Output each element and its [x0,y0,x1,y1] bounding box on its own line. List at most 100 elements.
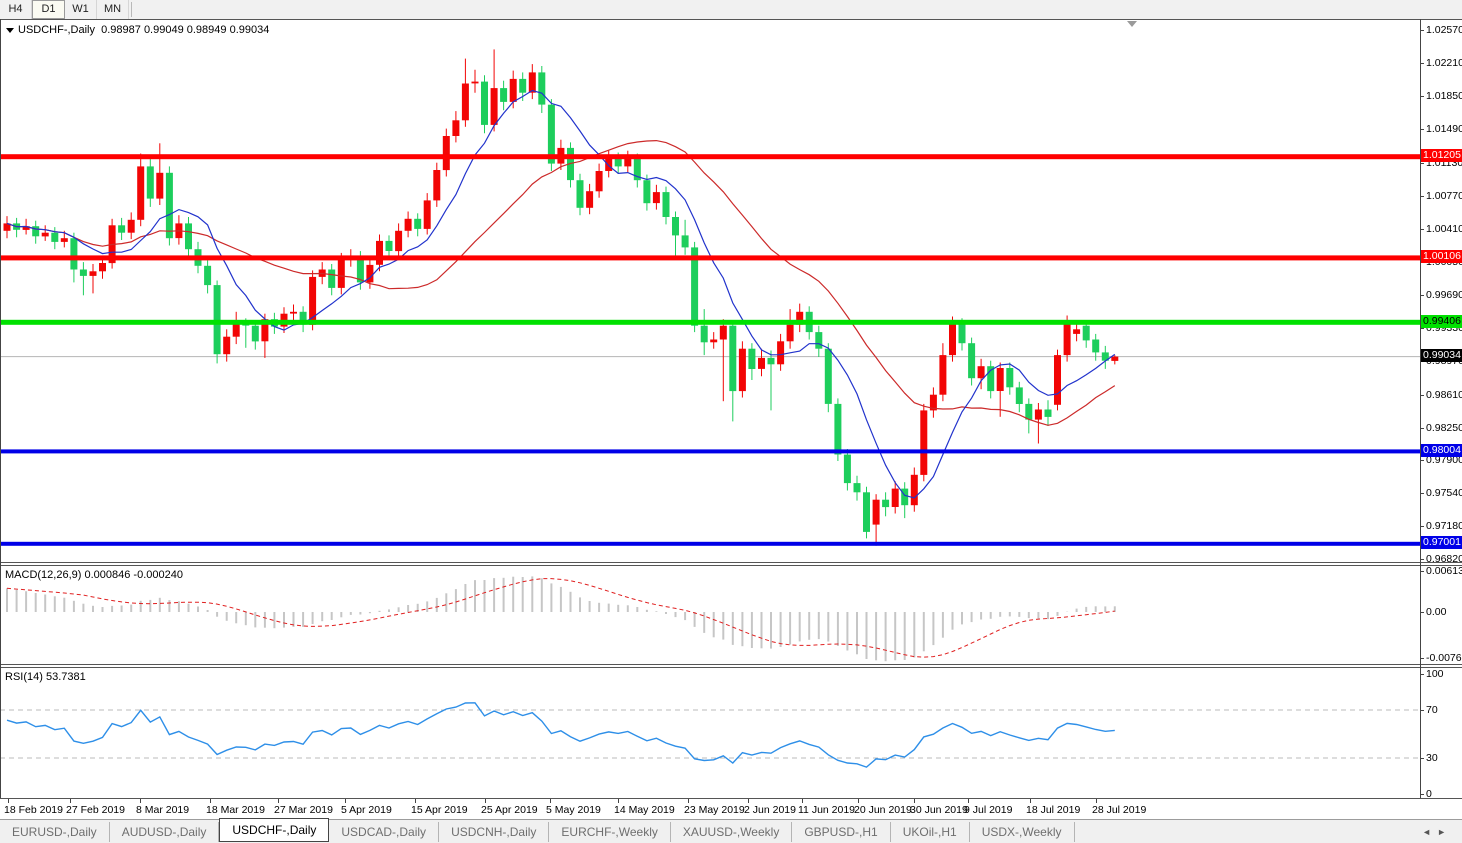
price-tick-label: 0.96820 [1426,553,1462,565]
price-tick-label: 0.97180 [1426,520,1462,532]
macd-axis-label: -0.007612 [1426,652,1462,664]
axis-tick [1420,30,1424,31]
axis-tick [1420,428,1424,429]
chart-tab-audusd-daily[interactable]: AUDUSD-,Daily [110,821,220,842]
horizontal-level-line[interactable] [0,541,1420,546]
date-tick [70,799,71,803]
date-label: 18 Feb 2019 [4,804,63,816]
price-tick-label: 1.02210 [1426,57,1462,69]
date-axis[interactable] [0,798,1462,820]
price-tick-label: 1.00770 [1426,190,1462,202]
date-tick [345,799,346,803]
chart-tab-usdcnh-daily[interactable]: USDCNH-,Daily [439,821,550,842]
axis-tick [1420,395,1424,396]
chart-tab-ukoil-h1[interactable]: UKOil-,H1 [891,821,970,842]
date-label: 18 Jul 2019 [1026,804,1081,816]
chart-title: USDCHF-,Daily 0.98987 0.99049 0.98949 0.… [6,24,269,36]
macd-canvas[interactable] [0,566,1420,664]
date-label: 23 May 2019 [684,804,745,816]
price-tick-label: 0.97900 [1426,454,1462,466]
macd-axis-label: 0.00 [1426,606,1447,618]
rsi-indicator-panel[interactable] [0,668,1420,798]
date-label: 27 Mar 2019 [274,804,333,816]
main-price-chart[interactable] [0,20,1420,562]
chart-tab-usdx-weekly[interactable]: USDX-,Weekly [970,821,1075,842]
macd-axis-label: 0.00613 [1426,565,1462,577]
axis-tick [1420,96,1424,97]
axis-tick [1420,63,1424,64]
axis-tick [1420,710,1424,711]
date-label: 15 Apr 2019 [411,804,468,816]
price-tick-label: 0.97540 [1426,487,1462,499]
chart-symbol-label: USDCHF-,Daily [18,24,95,36]
timeframe-button-d1[interactable]: D1 [32,0,65,19]
date-label: 18 Mar 2019 [206,804,265,816]
horizontal-level-line[interactable] [0,154,1420,160]
axis-tick [1420,229,1424,230]
date-label: 25 Apr 2019 [481,804,538,816]
horizontal-level-line[interactable] [0,449,1420,454]
axis-tick [1420,295,1424,296]
horizontal-level-line[interactable] [0,319,1420,325]
date-tick [1030,799,1031,803]
price-tick-label: 0.98610 [1426,389,1462,401]
date-tick [1096,799,1097,803]
timeframe-toolbar: H4 D1 W1 MN [0,0,1462,20]
date-tick [968,799,969,803]
date-tick [415,799,416,803]
ma-slow-line [6,139,1116,426]
chart-tab-eurusd-daily[interactable]: EURUSD-,Daily [0,821,110,842]
date-tick [914,799,915,803]
price-level-badge: 0.97001 [1421,536,1462,549]
chart-tab-usdcad-daily[interactable]: USDCAD-,Daily [329,821,440,842]
tab-scroll-left-icon[interactable]: ◄ [1422,826,1438,837]
chart-tab-eurchf-weekly[interactable]: EURCHF-,Weekly [549,821,671,842]
timeframe-button-w1[interactable]: W1 [65,0,97,19]
rsi-line [6,702,1115,768]
price-level-badge: 0.99406 [1421,315,1462,328]
axis-tick [1420,328,1424,329]
chart-tab-usdchf-daily[interactable]: USDCHF-,Daily [219,817,330,842]
panel-separator[interactable] [0,562,1462,566]
price-axis-divider [1420,19,1421,798]
rsi-axis-label: 30 [1426,752,1438,764]
timeframe-button-mn[interactable]: MN [97,0,129,19]
macd-label: MACD(12,26,9) 0.000846 -0.000240 [5,569,183,581]
axis-tick [1420,658,1424,659]
date-tick [550,799,551,803]
rsi-label: RSI(14) 53.7381 [5,671,86,683]
date-tick [8,799,9,803]
price-tick-label: 1.01850 [1426,90,1462,102]
horizontal-level-line[interactable] [0,255,1420,261]
panel-separator[interactable] [0,664,1462,668]
axis-tick [1420,526,1424,527]
price-level-badge: 1.00106 [1421,250,1462,263]
chart-shift-marker-icon[interactable] [1127,21,1137,27]
rsi-axis-label: 100 [1426,668,1444,680]
date-label: 5 May 2019 [546,804,601,816]
date-label: 30 Jun 2019 [910,804,968,816]
candlestick-canvas[interactable] [0,20,1420,562]
rsi-axis-label: 0 [1426,788,1432,800]
timeframe-button-h4[interactable]: H4 [0,0,32,19]
symbol-dropdown-icon[interactable] [6,28,14,33]
chart-top-border [0,19,1462,20]
rsi-canvas[interactable] [0,668,1420,798]
axis-tick [1420,612,1424,613]
date-label: 27 Feb 2019 [66,804,125,816]
date-label: 14 May 2019 [614,804,675,816]
date-tick [618,799,619,803]
date-tick [748,799,749,803]
price-level-badge: 1.01205 [1421,149,1462,162]
date-tick [278,799,279,803]
price-tick-label: 1.01490 [1426,123,1462,135]
rsi-axis-label: 70 [1426,704,1438,716]
tab-scroll-right-icon[interactable]: ► [1437,826,1452,837]
chart-left-border [0,19,1,798]
chart-tab-xauusd-weekly[interactable]: XAUUSD-,Weekly [671,821,793,842]
axis-tick [1420,460,1424,461]
chart-tab-gbpusd-h1[interactable]: GBPUSD-,H1 [792,821,891,842]
chart-ohlc-values: 0.98987 0.99049 0.98949 0.99034 [101,24,270,36]
macd-indicator-panel[interactable] [0,566,1420,664]
axis-tick [1420,129,1424,130]
